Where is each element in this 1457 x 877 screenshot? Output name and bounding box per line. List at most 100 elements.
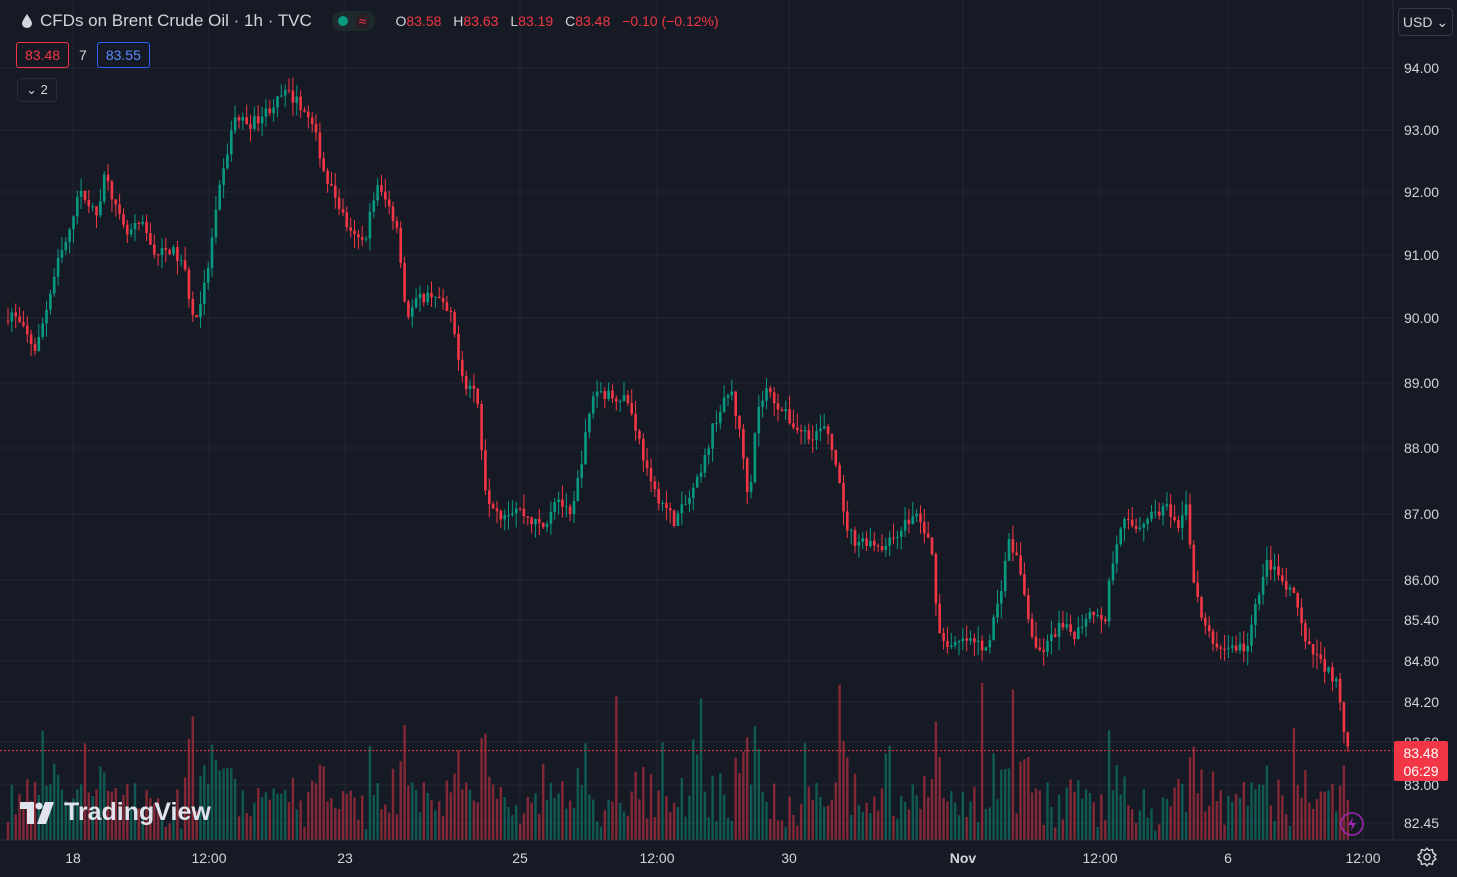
- volume-bar: [499, 787, 502, 840]
- volume-bar: [1138, 810, 1142, 840]
- price-tick-label: 86.00: [1404, 572, 1439, 588]
- candle-body: [680, 504, 684, 514]
- volume-bar: [965, 816, 968, 840]
- volume-bar: [1196, 793, 1199, 840]
- candle-body: [668, 508, 672, 511]
- volume-bar: [195, 811, 198, 840]
- volume-bar: [249, 816, 252, 840]
- symbol-title[interactable]: CFDs on Brent Crude Oil · 1h · TVC: [40, 11, 312, 30]
- candle-body: [1334, 678, 1338, 682]
- volume-bar: [792, 815, 795, 840]
- data-problem-icon: ≈: [355, 13, 370, 29]
- volume-bar: [927, 796, 930, 840]
- candle-body: [611, 390, 614, 399]
- candle-body: [1142, 523, 1146, 528]
- candle-body: [191, 299, 195, 315]
- candle-body: [141, 221, 144, 224]
- volume-bar: [149, 798, 152, 840]
- candle-body: [399, 227, 402, 263]
- volume-bar: [838, 684, 841, 840]
- volume-bar: [1042, 824, 1045, 840]
- volume-bar: [826, 805, 830, 840]
- volume-bar: [380, 809, 383, 840]
- candle-body: [149, 233, 152, 245]
- volume-bar: [41, 730, 44, 840]
- candle-body: [395, 221, 399, 228]
- volume-bar: [311, 780, 314, 840]
- candle-body: [41, 323, 44, 337]
- volume-bar: [807, 786, 810, 840]
- volume-bar: [930, 779, 934, 840]
- volume-bar: [857, 804, 861, 840]
- candle-body: [230, 130, 233, 155]
- volume-bar: [133, 783, 137, 840]
- currency-select[interactable]: USD ⌄: [1398, 8, 1453, 36]
- time-axis[interactable]: 18 12:00 23 25 12:00 30 Nov 12:00 6 12:00: [65, 850, 1381, 866]
- candle-body: [307, 111, 310, 118]
- candle-body: [1261, 576, 1265, 595]
- volume-bar: [95, 789, 98, 840]
- volume-bar: [699, 698, 703, 840]
- candle-body: [784, 409, 787, 411]
- market-status-pill[interactable]: ≈: [331, 11, 376, 31]
- candle-body: [280, 95, 283, 97]
- volume-bar: [1038, 790, 1041, 840]
- candle-body: [314, 123, 318, 133]
- volume-bar: [595, 821, 599, 840]
- volume-bar: [672, 802, 676, 840]
- candle-body: [1265, 559, 1269, 577]
- volume-bar: [507, 807, 510, 840]
- candle-body: [457, 333, 460, 360]
- volume-bar: [622, 811, 626, 840]
- candle-body: [303, 110, 306, 112]
- collapse-indicators-button[interactable]: ⌄ 2: [17, 78, 57, 102]
- candle-body: [507, 514, 510, 516]
- candle-body: [595, 391, 599, 397]
- settings-icon[interactable]: [1416, 846, 1438, 868]
- candle-body: [815, 431, 818, 440]
- volume-bar: [580, 785, 583, 840]
- candle-body: [391, 206, 395, 222]
- volume-bar: [957, 815, 961, 840]
- candle-body: [1300, 607, 1303, 624]
- volume-bar: [703, 791, 707, 840]
- volume-bar: [515, 805, 518, 840]
- candle-body: [838, 464, 841, 483]
- volume-bar: [1100, 794, 1103, 840]
- sell-button[interactable]: 83.48: [16, 42, 70, 68]
- candle-body: [780, 409, 784, 412]
- candle-body: [353, 230, 356, 235]
- candle-body: [553, 502, 556, 512]
- candle-body: [295, 96, 298, 103]
- volume-bar: [145, 790, 148, 840]
- volume-bar: [769, 819, 772, 840]
- candle-body: [703, 455, 707, 473]
- candle-body: [634, 413, 637, 431]
- volume-bar: [684, 816, 687, 840]
- volume-bar: [99, 766, 102, 840]
- volume-bar: [291, 777, 295, 840]
- candle-body: [676, 513, 680, 526]
- flash-icon[interactable]: [1339, 811, 1365, 837]
- volume-bar: [1034, 788, 1038, 840]
- candle-body: [299, 96, 302, 110]
- volume-bar: [900, 796, 903, 840]
- candle-body: [572, 501, 576, 514]
- price-change: −0.10 (−0.12%): [622, 13, 719, 29]
- volume-bar: [603, 810, 606, 840]
- volume-bar: [1088, 793, 1092, 840]
- volume-bar: [430, 800, 433, 840]
- volume-bar: [988, 807, 991, 840]
- volume-bar: [742, 751, 745, 840]
- buy-button[interactable]: 83.55: [96, 42, 150, 68]
- volume-bar: [1015, 813, 1018, 840]
- volume-bar: [1084, 789, 1088, 840]
- candle-body: [950, 645, 953, 647]
- volume-bar: [1150, 808, 1153, 840]
- candle-body: [380, 185, 383, 192]
- candle-body: [730, 391, 734, 396]
- volume-bar: [1346, 800, 1349, 840]
- volume-bar: [1115, 765, 1118, 840]
- volume-bar: [299, 800, 302, 840]
